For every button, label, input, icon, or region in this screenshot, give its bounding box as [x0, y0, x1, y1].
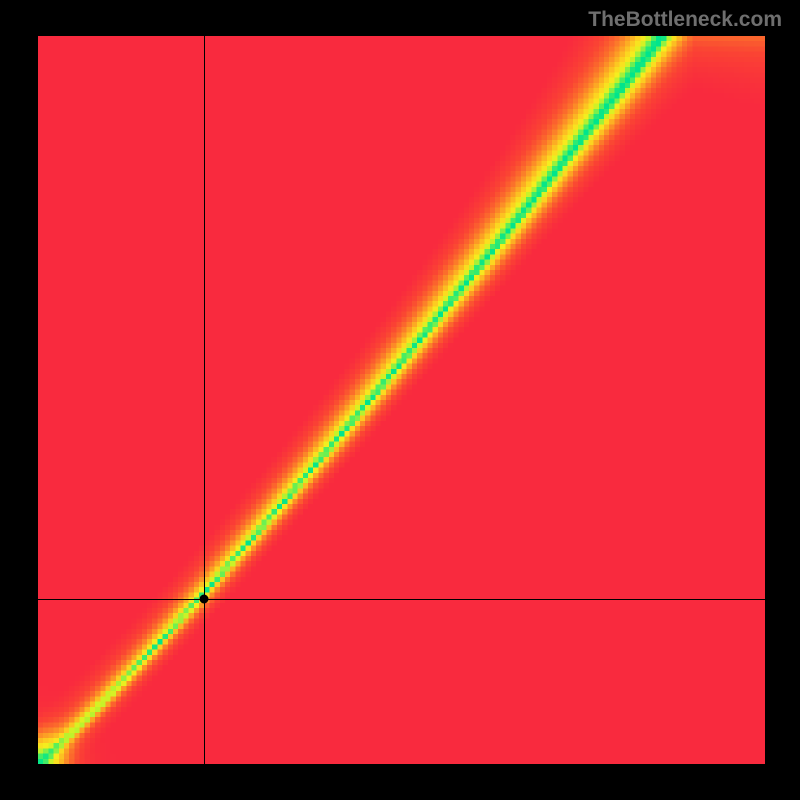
crosshair-vertical	[204, 36, 205, 764]
watermark-text: TheBottleneck.com	[588, 8, 782, 32]
heatmap-plot-area	[38, 36, 765, 764]
crosshair-marker-dot	[199, 595, 208, 604]
heatmap-canvas	[38, 36, 765, 764]
crosshair-horizontal	[38, 599, 765, 600]
